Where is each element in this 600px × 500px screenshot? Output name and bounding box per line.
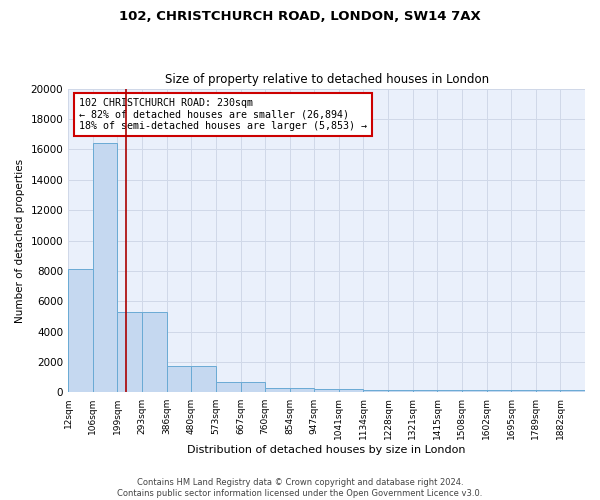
Bar	[339, 389, 364, 392]
Bar	[68, 270, 93, 392]
Bar	[265, 388, 290, 392]
Bar	[388, 390, 413, 392]
Bar	[167, 366, 191, 392]
Bar	[241, 382, 265, 392]
Text: 102, CHRISTCHURCH ROAD, LONDON, SW14 7AX: 102, CHRISTCHURCH ROAD, LONDON, SW14 7AX	[119, 10, 481, 23]
Bar	[413, 390, 437, 392]
Bar	[290, 388, 314, 392]
Bar	[216, 382, 241, 392]
Bar	[364, 390, 388, 392]
Bar	[437, 390, 462, 392]
Bar	[93, 144, 118, 392]
Bar	[560, 390, 585, 392]
Y-axis label: Number of detached properties: Number of detached properties	[15, 158, 25, 322]
Bar	[462, 390, 487, 392]
Bar	[142, 312, 167, 392]
Text: 102 CHRISTCHURCH ROAD: 230sqm
← 82% of detached houses are smaller (26,894)
18% : 102 CHRISTCHURCH ROAD: 230sqm ← 82% of d…	[79, 98, 367, 131]
Bar	[536, 390, 560, 392]
X-axis label: Distribution of detached houses by size in London: Distribution of detached houses by size …	[187, 445, 466, 455]
Bar	[314, 389, 339, 392]
Bar	[118, 312, 142, 392]
Bar	[191, 366, 216, 392]
Title: Size of property relative to detached houses in London: Size of property relative to detached ho…	[164, 73, 488, 86]
Text: Contains HM Land Registry data © Crown copyright and database right 2024.
Contai: Contains HM Land Registry data © Crown c…	[118, 478, 482, 498]
Bar	[487, 390, 511, 392]
Bar	[511, 390, 536, 392]
